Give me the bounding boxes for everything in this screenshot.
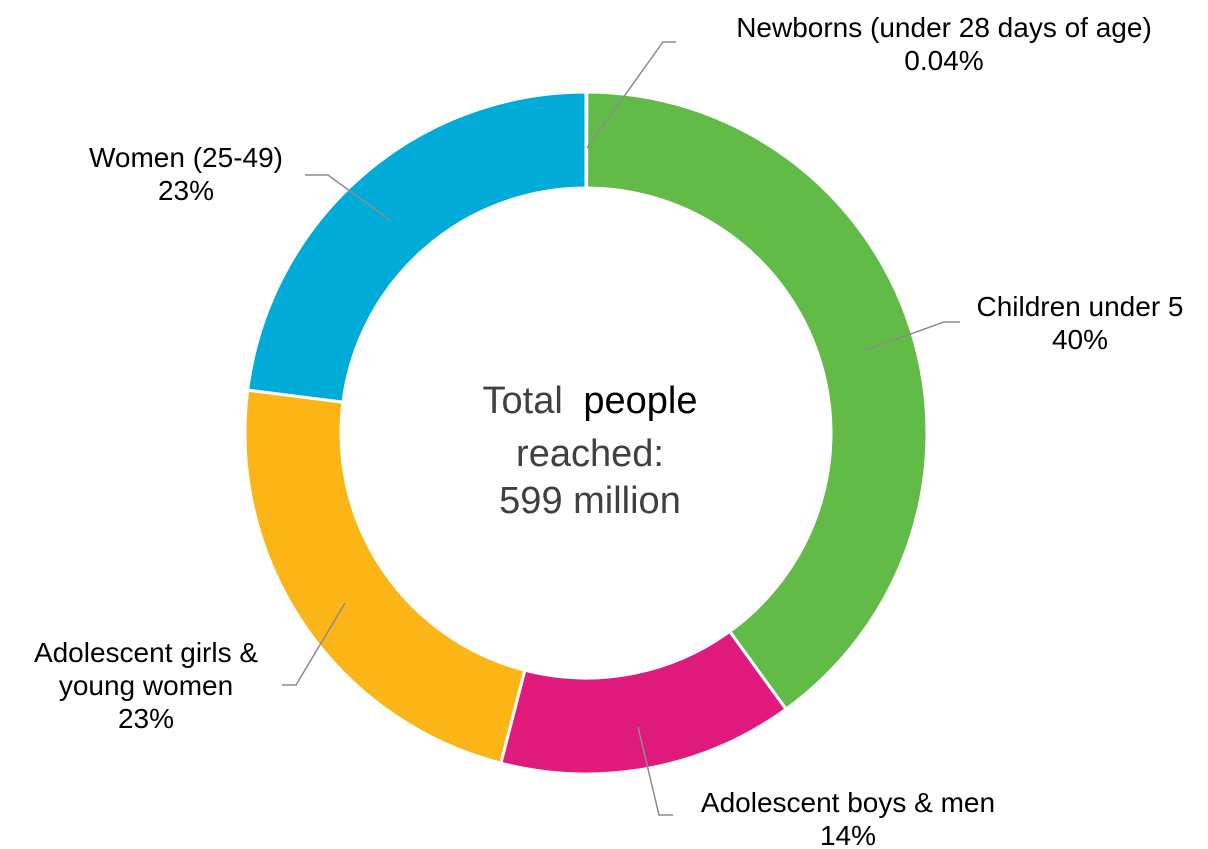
leader-line-newborns-under-28-days-of-age [586, 41, 676, 149]
leader-line-adolescent-girls-young-women [282, 602, 346, 686]
center-label-line2: reached: [516, 433, 664, 475]
leader-line-women-25-49 [305, 174, 392, 222]
center-label: Total people reached: 599 million [483, 380, 698, 522]
slice-label-newborns-under-28-days-of-age: Newborns (under 28 days of age) [736, 12, 1152, 43]
slice-labels: Newborns (under 28 days of age)0.04% Chil… [34, 12, 1184, 849]
slice-label-adolescent-girls-young-women: young women [59, 670, 233, 701]
slice-adolescent-girls-young-women [243, 388, 527, 766]
leader-line-children-under-5 [865, 321, 960, 351]
leader-line-adolescent-boys-men [637, 726, 673, 816]
leader-lines [282, 41, 960, 816]
slice-value-children-under-5: 40% [1052, 324, 1108, 355]
slice-value-newborns-under-28-days-of-age: 0.04% [904, 45, 983, 76]
slice-value-adolescent-boys-men: 14% [820, 820, 876, 849]
slice-label-children-under-5: Children under 5 [976, 291, 1183, 322]
slice-label-adolescent-girls-young-women: Adolescent girls & [34, 637, 258, 668]
slice-value-women-25-49: 23% [158, 175, 214, 206]
slice-women-25-49 [246, 90, 588, 404]
slices-layer [243, 90, 929, 776]
center-label-line3: 599 million [499, 480, 681, 522]
center-label-word-people: people [583, 380, 697, 422]
slice-label-adolescent-boys-men: Adolescent boys & men [701, 787, 995, 818]
center-label-word-total: Total [483, 380, 563, 422]
center-label-line1: Total people [483, 380, 698, 422]
slice-children-under-5 [585, 90, 929, 712]
slice-value-adolescent-girls-young-women: 23% [118, 703, 174, 734]
slice-label-women-25-49: Women (25-49) [89, 142, 283, 173]
